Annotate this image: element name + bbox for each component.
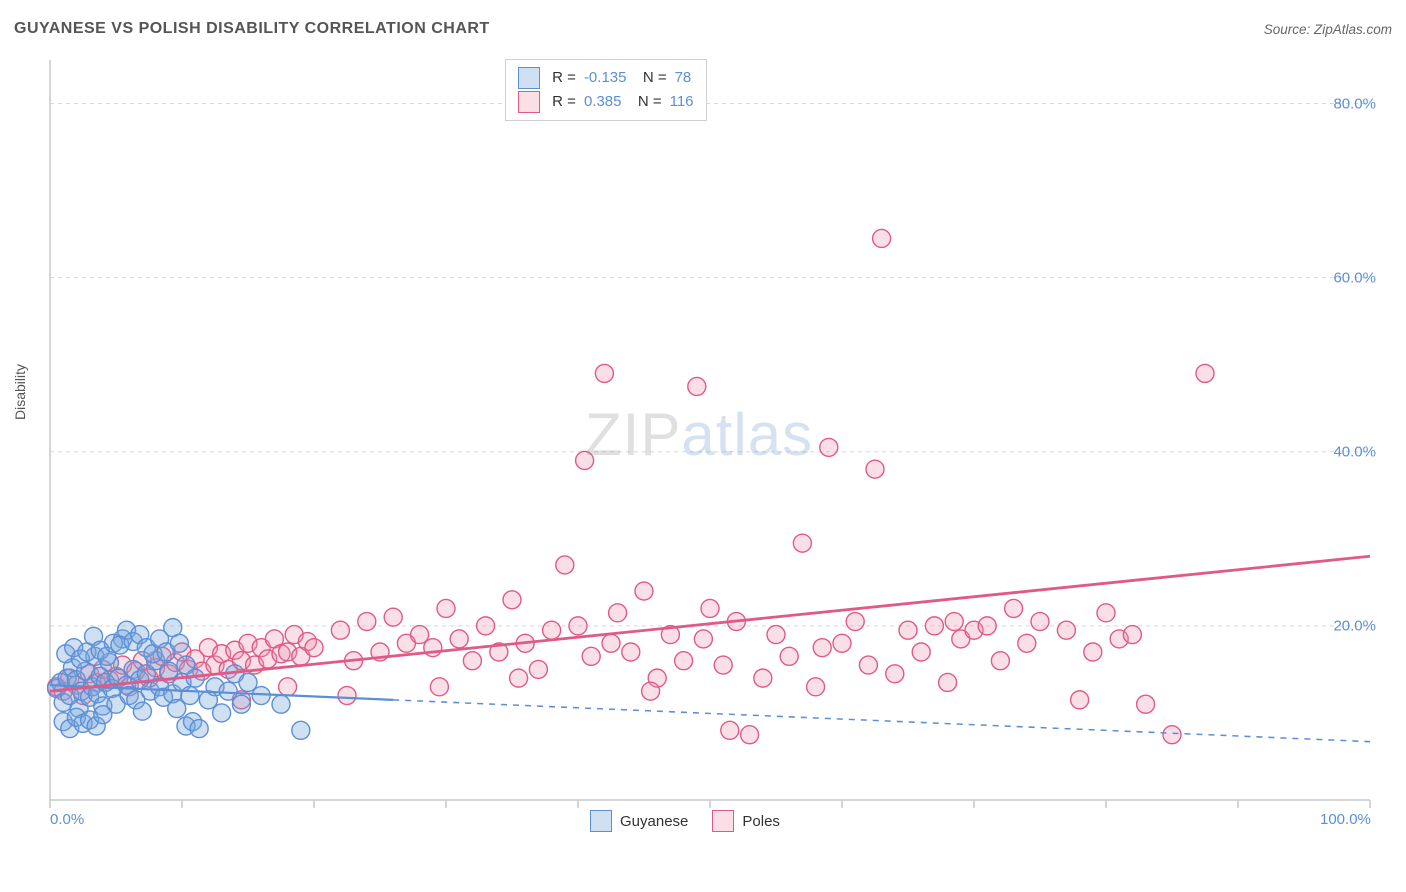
y-tick-label: 60.0% <box>1333 269 1376 286</box>
scatter-chart-svg <box>50 60 1370 800</box>
x-tick-label: 100.0% <box>1320 811 1371 828</box>
legend-r-label: R = <box>548 66 576 90</box>
legend-r-value-poles: 0.385 <box>584 90 622 114</box>
x-tick-label: 0.0% <box>50 811 84 828</box>
chart-title: GUYANESE VS POLISH DISABILITY CORRELATIO… <box>14 20 490 38</box>
legend-n-value-guyanese: 78 <box>675 66 692 90</box>
chart-header: GUYANESE VS POLISH DISABILITY CORRELATIO… <box>14 20 1392 38</box>
series-legend: Guyanese Poles <box>590 810 780 832</box>
chart-source: Source: ZipAtlas.com <box>1264 22 1392 37</box>
legend-swatch-poles-icon <box>712 810 734 832</box>
legend-n-value-poles: 116 <box>670 90 694 114</box>
legend-n-label: N = <box>629 90 661 114</box>
y-tick-label: 40.0% <box>1333 443 1376 460</box>
legend-item-guyanese: Guyanese <box>590 810 688 832</box>
legend-r-label: R = <box>548 90 576 114</box>
legend-swatch-poles <box>518 91 540 113</box>
legend-n-label: N = <box>634 66 666 90</box>
y-tick-label: 20.0% <box>1333 617 1376 634</box>
correlation-legend: R = -0.135 N = 78 R = 0.385 N = 116 <box>505 59 707 121</box>
y-tick-label: 80.0% <box>1333 95 1376 112</box>
legend-row-guyanese: R = -0.135 N = 78 <box>518 66 694 90</box>
legend-label-poles: Poles <box>742 813 780 830</box>
chart-plot-area: ZIPatlas R = -0.135 N = 78 R = 0.385 N =… <box>50 60 1370 800</box>
y-axis-label: Disability <box>12 364 28 420</box>
legend-swatch-guyanese-icon <box>590 810 612 832</box>
legend-item-poles: Poles <box>712 810 780 832</box>
legend-label-guyanese: Guyanese <box>620 813 688 830</box>
legend-r-value-guyanese: -0.135 <box>584 66 627 90</box>
legend-row-poles: R = 0.385 N = 116 <box>518 90 694 114</box>
legend-swatch-guyanese <box>518 67 540 89</box>
